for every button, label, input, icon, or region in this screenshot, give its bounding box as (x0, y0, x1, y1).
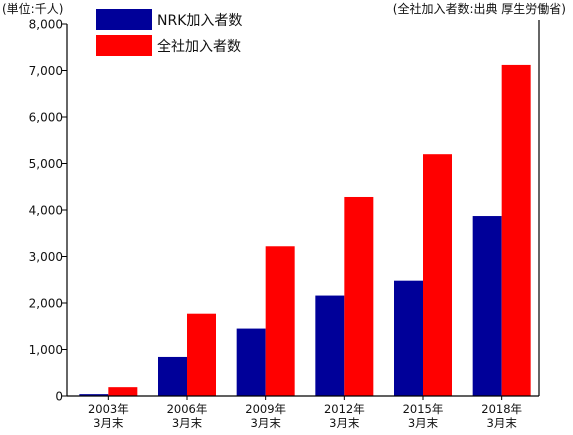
x-tick-label: 3月末 (172, 416, 203, 430)
bar-nrk (472, 216, 502, 396)
x-tick-label: 3月末 (487, 416, 518, 430)
bar-total (108, 387, 138, 396)
y-tick-label: 6,000 (29, 111, 63, 125)
legend-swatch-total (96, 35, 152, 56)
x-tick-label: 3月末 (93, 416, 124, 430)
unit-label: (単位:千人) (2, 1, 63, 16)
y-tick-label: 0 (55, 390, 63, 404)
bars (79, 64, 531, 397)
x-axis-labels: 2003年3月末2006年3月末2009年3月末2012年3月末2015年3月末… (88, 396, 522, 430)
y-axis-ticks: 0 1,000 2,000 3,000 4,000 5,000 6,000 7,000 8,00… (29, 18, 67, 404)
bar-nrk (394, 280, 423, 396)
x-tick-label: 2015年 (403, 402, 444, 416)
bar-nrk (158, 356, 187, 396)
y-tick-label: 7,000 (29, 64, 63, 78)
bar-nrk (315, 295, 345, 396)
y-tick-label: 2,000 (29, 297, 63, 311)
legend-label-nrk: NRK加入者数 (157, 13, 242, 29)
y-tick-label: 4,000 (29, 204, 63, 218)
x-tick-label: 2012年 (324, 402, 365, 416)
legend: NRK加入者数 全社加入者数 (96, 9, 242, 56)
bar-total (265, 246, 295, 396)
y-tick-label: 3,000 (29, 250, 63, 264)
x-tick-label: 3月末 (408, 416, 439, 430)
bar-total (501, 64, 531, 397)
x-tick-label: 3月末 (251, 416, 282, 430)
bar-nrk (79, 394, 109, 396)
bar-nrk (236, 328, 266, 396)
legend-swatch-nrk (96, 9, 152, 30)
y-tick-label: 8,000 (29, 18, 63, 32)
bar-total (344, 196, 374, 396)
y-tick-label: 1,000 (29, 343, 63, 357)
x-tick-label: 2003年 (88, 402, 129, 416)
x-tick-label: 3月末 (329, 416, 360, 430)
bar-total (423, 154, 452, 396)
legend-label-total: 全社加入者数 (157, 38, 241, 55)
y-tick-label: 5,000 (29, 157, 63, 171)
x-tick-label: 2006年 (167, 402, 208, 416)
source-note: (全社加入者数:出典 厚生労働省) (393, 1, 566, 16)
bar-total (187, 313, 216, 396)
x-tick-label: 2018年 (481, 402, 522, 416)
x-tick-label: 2009年 (245, 402, 286, 416)
